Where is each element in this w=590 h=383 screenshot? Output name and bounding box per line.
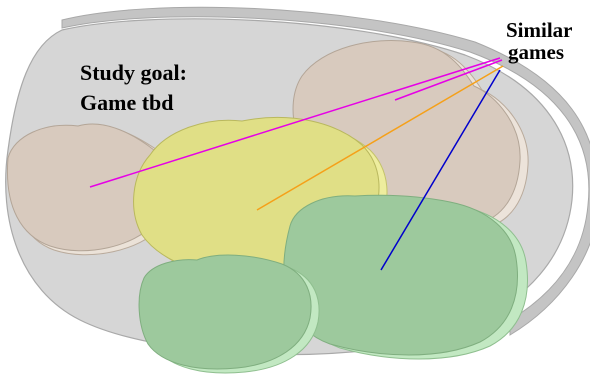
games-label: games [508, 40, 564, 64]
similar-label: Similar [506, 18, 573, 42]
game-tbd-label: Game tbd [80, 90, 174, 115]
green-blob-right [283, 194, 528, 360]
tan-blob-left [6, 123, 169, 256]
line-to-green-right [380, 69, 501, 271]
connector-lines [89, 57, 504, 271]
line-to-tan-right [394, 59, 503, 101]
green-blob-left [138, 254, 320, 374]
outer-disk-side [61, 6, 590, 336]
line-to-tan-left [89, 57, 501, 188]
study-goal-label: Study goal: [80, 60, 187, 85]
line-to-yellow [256, 65, 504, 211]
